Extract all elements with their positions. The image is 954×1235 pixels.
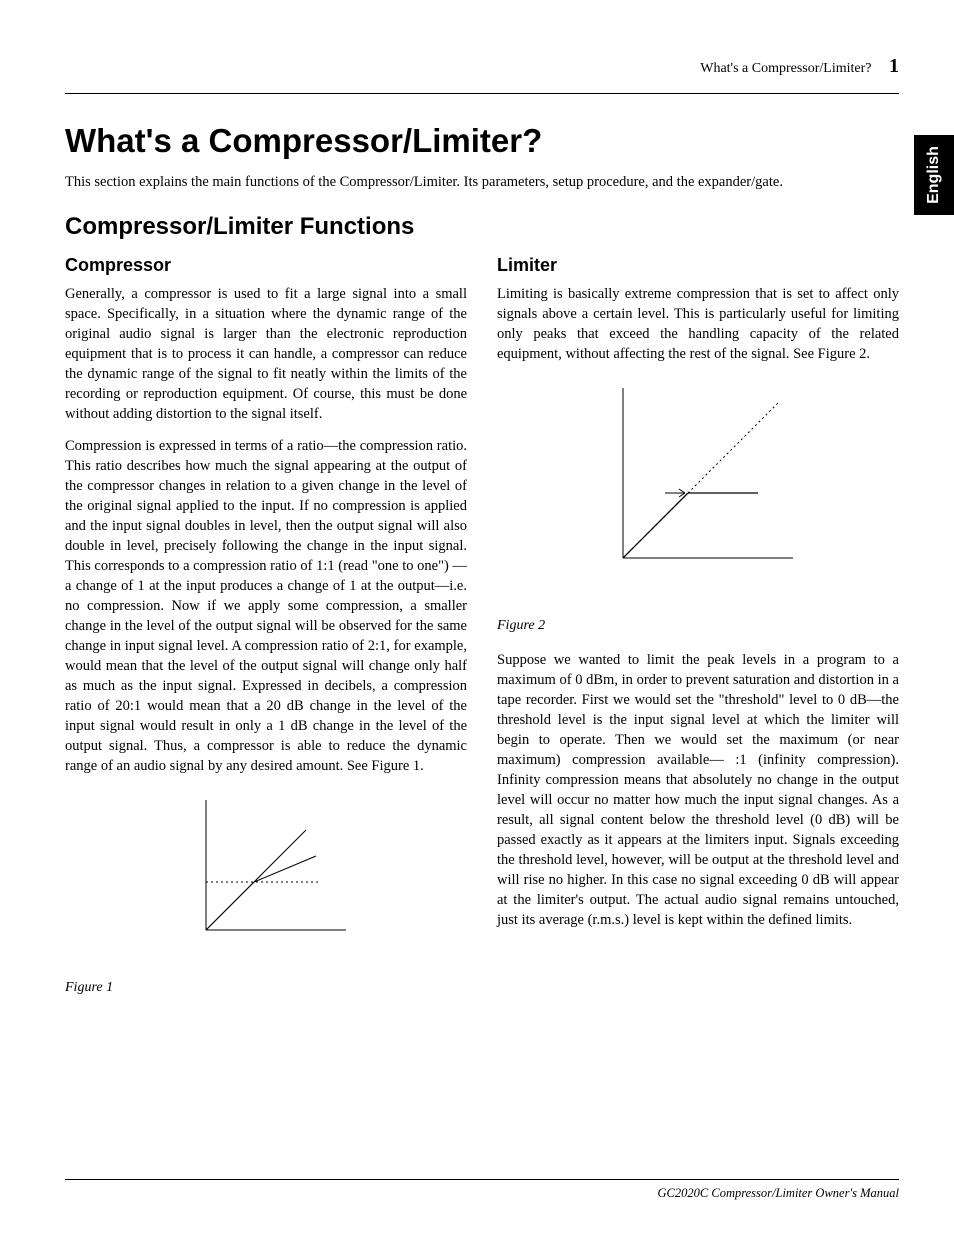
intro-paragraph: This section explains the main functions… [65, 174, 899, 191]
language-tab-label: English [925, 146, 943, 204]
figure-2-caption: Figure 2 [497, 618, 899, 634]
footer-text: GC2020C Compressor/Limiter Owner's Manua… [658, 1186, 899, 1200]
language-tab: English [914, 135, 954, 215]
header-rule [65, 93, 899, 94]
figure-1-caption: Figure 1 [65, 980, 467, 996]
figure-2 [497, 378, 899, 588]
limiter-para-1: Limiting is basically extreme compressio… [497, 284, 899, 364]
limiter-heading: Limiter [497, 255, 899, 276]
limiter-para-2: Suppose we wanted to limit the peak leve… [497, 650, 899, 930]
figure-1 [65, 790, 467, 950]
figure-1-diagram [171, 790, 361, 950]
section-heading: Compressor/Limiter Functions [65, 213, 899, 241]
compressor-para-1: Generally, a compressor is used to fit a… [65, 284, 467, 424]
left-column: Compressor Generally, a compressor is us… [65, 255, 467, 996]
running-header: What's a Compressor/Limiter? 1 [65, 55, 899, 78]
running-header-text: What's a Compressor/Limiter? [700, 61, 871, 76]
figure-2-diagram [588, 378, 808, 588]
footer: GC2020C Compressor/Limiter Owner's Manua… [65, 1179, 899, 1201]
two-column-layout: Compressor Generally, a compressor is us… [65, 255, 899, 996]
page-title: What's a Compressor/Limiter? [65, 122, 899, 160]
page-number: 1 [889, 55, 899, 77]
compressor-heading: Compressor [65, 255, 467, 276]
right-column: Limiter Limiting is basically extreme co… [497, 255, 899, 996]
compressor-para-2: Compression is expressed in terms of a r… [65, 436, 467, 776]
